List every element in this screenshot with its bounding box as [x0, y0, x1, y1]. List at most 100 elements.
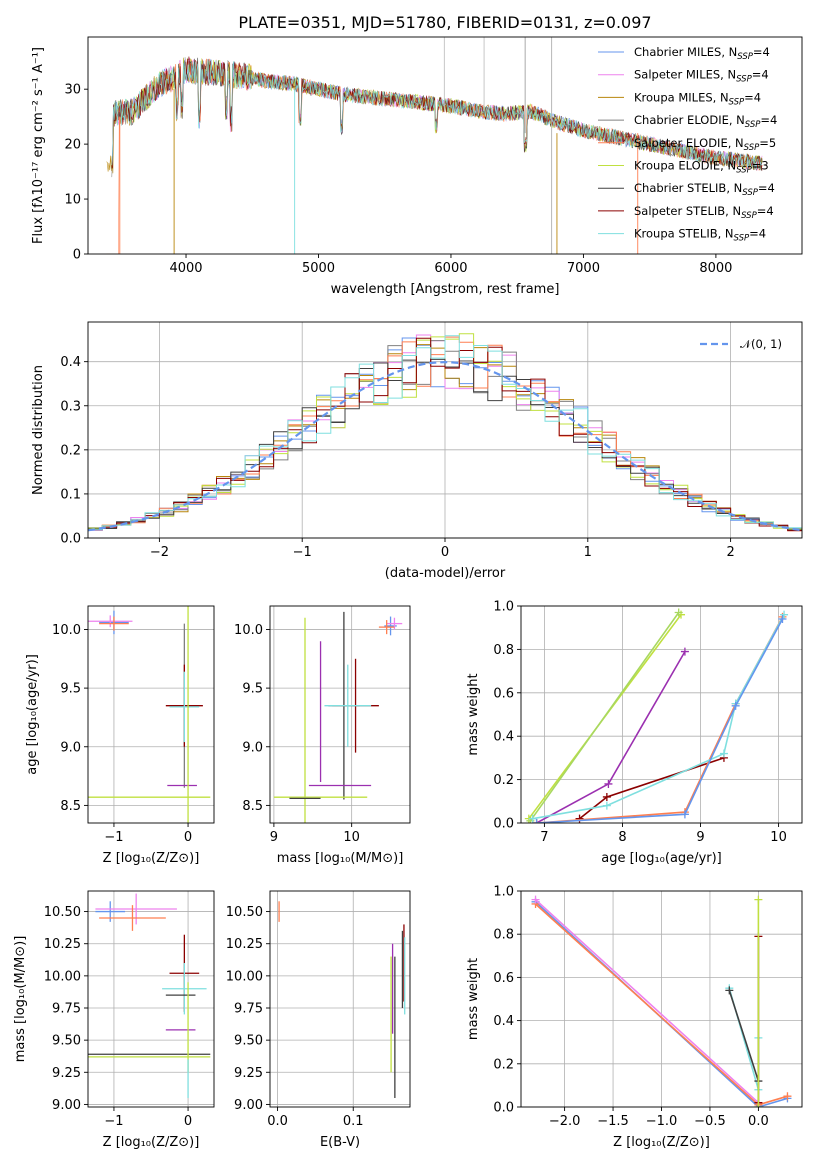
legend-subscript: SSP — [744, 143, 760, 153]
data-point — [162, 963, 207, 1015]
data-point — [324, 664, 372, 747]
plot-area — [524, 608, 789, 823]
weight-marker — [680, 647, 689, 656]
spectrum-line — [111, 57, 763, 171]
weight-line — [534, 899, 759, 1104]
y-axis-label: age [log₁₀(age/yr)] — [25, 654, 40, 775]
weight-line — [536, 618, 784, 823]
axes-frame — [520, 605, 803, 824]
y-axis-label: mass weight — [466, 958, 481, 1040]
x-tick-label: 0.0 — [267, 1114, 288, 1129]
weight-marker — [680, 810, 689, 819]
x-tick-label: −1 — [104, 830, 123, 845]
x-tick-label: −0.5 — [694, 1114, 726, 1129]
panel-residuals: −2 −1 0 1 2 0.0 0.1 0.2 0.3 0.4 (data-model)/error… — [31, 321, 803, 581]
y-axis-label: mass [log₁₀(M/M⊙)] — [13, 936, 28, 1063]
axes-frame — [269, 890, 411, 1108]
data-point — [99, 905, 166, 931]
plot-area — [88, 893, 211, 1098]
legend-subscript: SSP — [737, 52, 753, 62]
y-axis-label: mass weight — [466, 673, 481, 755]
y-tick-label: 30 — [64, 83, 81, 98]
legend-label: Chabrier STELIB, N — [634, 181, 742, 195]
x-tick-label: 7000 — [567, 261, 600, 276]
weight-marker — [531, 895, 540, 904]
axes-frame — [87, 605, 215, 824]
plot-area — [88, 606, 211, 823]
x-axis-label: Z [log₁₀(Z/Z⊙)] — [103, 1135, 200, 1150]
y-tick-label: 10.50 — [226, 905, 263, 920]
legend-entry: Kroupa MILES, NSSP=4 — [634, 90, 761, 107]
weight-marker — [532, 819, 541, 823]
legend-entry: Chabrier MILES, NSSP=4 — [634, 45, 770, 62]
legend-count: =4 — [749, 227, 766, 241]
x-tick-label: 2 — [726, 545, 734, 560]
y-tick-label: 1.0 — [493, 885, 514, 900]
legend-entry: Kroupa ELODIE, NSSP=3 — [634, 159, 769, 176]
y-tick-label: 0.8 — [493, 928, 514, 943]
y-tick-label: 0.4 — [60, 355, 81, 370]
panel-age_Z: −1 0 8.5 9.0 9.5 10.0 Z [log₁₀(Z/Z⊙)] age [log₁… — [25, 605, 215, 866]
x-tick-label: −1 — [104, 1114, 123, 1129]
legend-label: Kroupa ELODIE, N — [634, 159, 736, 173]
y-axis-label: Flux [fλ10⁻¹⁷ erg cm⁻² s⁻¹ A⁻¹] — [31, 47, 46, 244]
y-tick-label: 10.25 — [44, 937, 81, 952]
x-axis-label: mass [log₁₀(M/M⊙)] — [277, 851, 404, 866]
x-tick-label: 4000 — [169, 261, 202, 276]
legend-subscript: SSP — [736, 166, 752, 176]
x-axis-label: age [log₁₀(age/yr)] — [601, 851, 722, 866]
data-point — [378, 620, 395, 635]
x-axis-label: (data-model)/error — [385, 566, 506, 581]
panel-mass_Z: −1 0 9.00 9.25 9.50 9.75 10.00 10.25 10.50 Z [log… — [13, 890, 215, 1150]
legend-entry: Kroupa STELIB, NSSP=4 — [634, 227, 766, 244]
x-tick-label: 1 — [584, 545, 592, 560]
x-tick-label: 10 — [343, 830, 360, 845]
plot-area — [531, 895, 792, 1107]
weight-marker — [575, 814, 584, 823]
y-tick-label: 10.00 — [44, 969, 81, 984]
plot-area — [278, 901, 406, 1098]
x-tick-label: 0 — [184, 830, 192, 845]
y-tick-label: 9.0 — [242, 740, 263, 755]
panel-spectrum: 4000 5000 6000 7000 8000 0 10 20 30 wavelength [A… — [31, 36, 803, 297]
y-tick-label: 9.5 — [60, 682, 81, 697]
weight-marker — [754, 1103, 763, 1107]
legend-label: Chabrier MILES, N — [634, 45, 737, 59]
y-tick-label: 0 — [73, 248, 81, 263]
weight-marker — [604, 779, 613, 788]
y-tick-label: 10 — [64, 193, 81, 208]
y-tick-label: 9.25 — [52, 1066, 81, 1081]
y-tick-label: 20 — [64, 138, 81, 153]
y-tick-label: 0.0 — [493, 817, 514, 832]
x-tick-label: −1 — [293, 545, 312, 560]
x-tick-label: 0.0 — [748, 1114, 769, 1129]
axes-frame — [87, 321, 803, 539]
panel-weight_age: 7 8 9 10 0.0 0.2 0.4 0.6 0.8 1.0 age [log₁₀(age/yr… — [466, 600, 803, 866]
axes-frame — [87, 890, 215, 1108]
legend-label: Salpeter STELIB, N — [634, 204, 741, 218]
legend-label: Kroupa STELIB, N — [634, 227, 734, 241]
weight-line — [728, 990, 760, 1082]
weight-marker — [778, 615, 787, 624]
data-point — [95, 893, 177, 925]
y-tick-label: 0.8 — [493, 643, 514, 658]
panel-age_mass: 9 10 8.5 9.0 9.5 10.0 mass [log₁₀(M/M⊙)] — [234, 605, 411, 866]
panel-weight_Z: −2.0 −1.5 −1.0 −0.5 0.0 0.0 0.2 0.4 0.6 0.8 1.0 Z [… — [466, 885, 803, 1150]
legend-count: =4 — [760, 113, 777, 127]
y-tick-label: 1.0 — [493, 600, 514, 615]
weight-marker — [754, 895, 763, 904]
data-point — [95, 901, 126, 922]
legend-label: Chabrier ELODIE, N — [634, 113, 745, 127]
y-tick-label: 9.75 — [234, 1002, 263, 1017]
x-tick-label: 8000 — [699, 261, 732, 276]
y-tick-label: 0.3 — [60, 399, 81, 414]
axes-frame — [269, 605, 411, 824]
y-tick-label: 0.6 — [493, 686, 514, 701]
legend-entry: Salpeter MILES, NSSP=4 — [634, 68, 769, 85]
y-tick-label: 0.4 — [493, 730, 514, 745]
y-tick-label: 8.5 — [242, 799, 263, 814]
y-tick-label: 0.4 — [493, 1014, 514, 1029]
weight-marker — [674, 608, 683, 617]
data-point — [88, 615, 133, 628]
x-tick-label: 5000 — [302, 261, 335, 276]
